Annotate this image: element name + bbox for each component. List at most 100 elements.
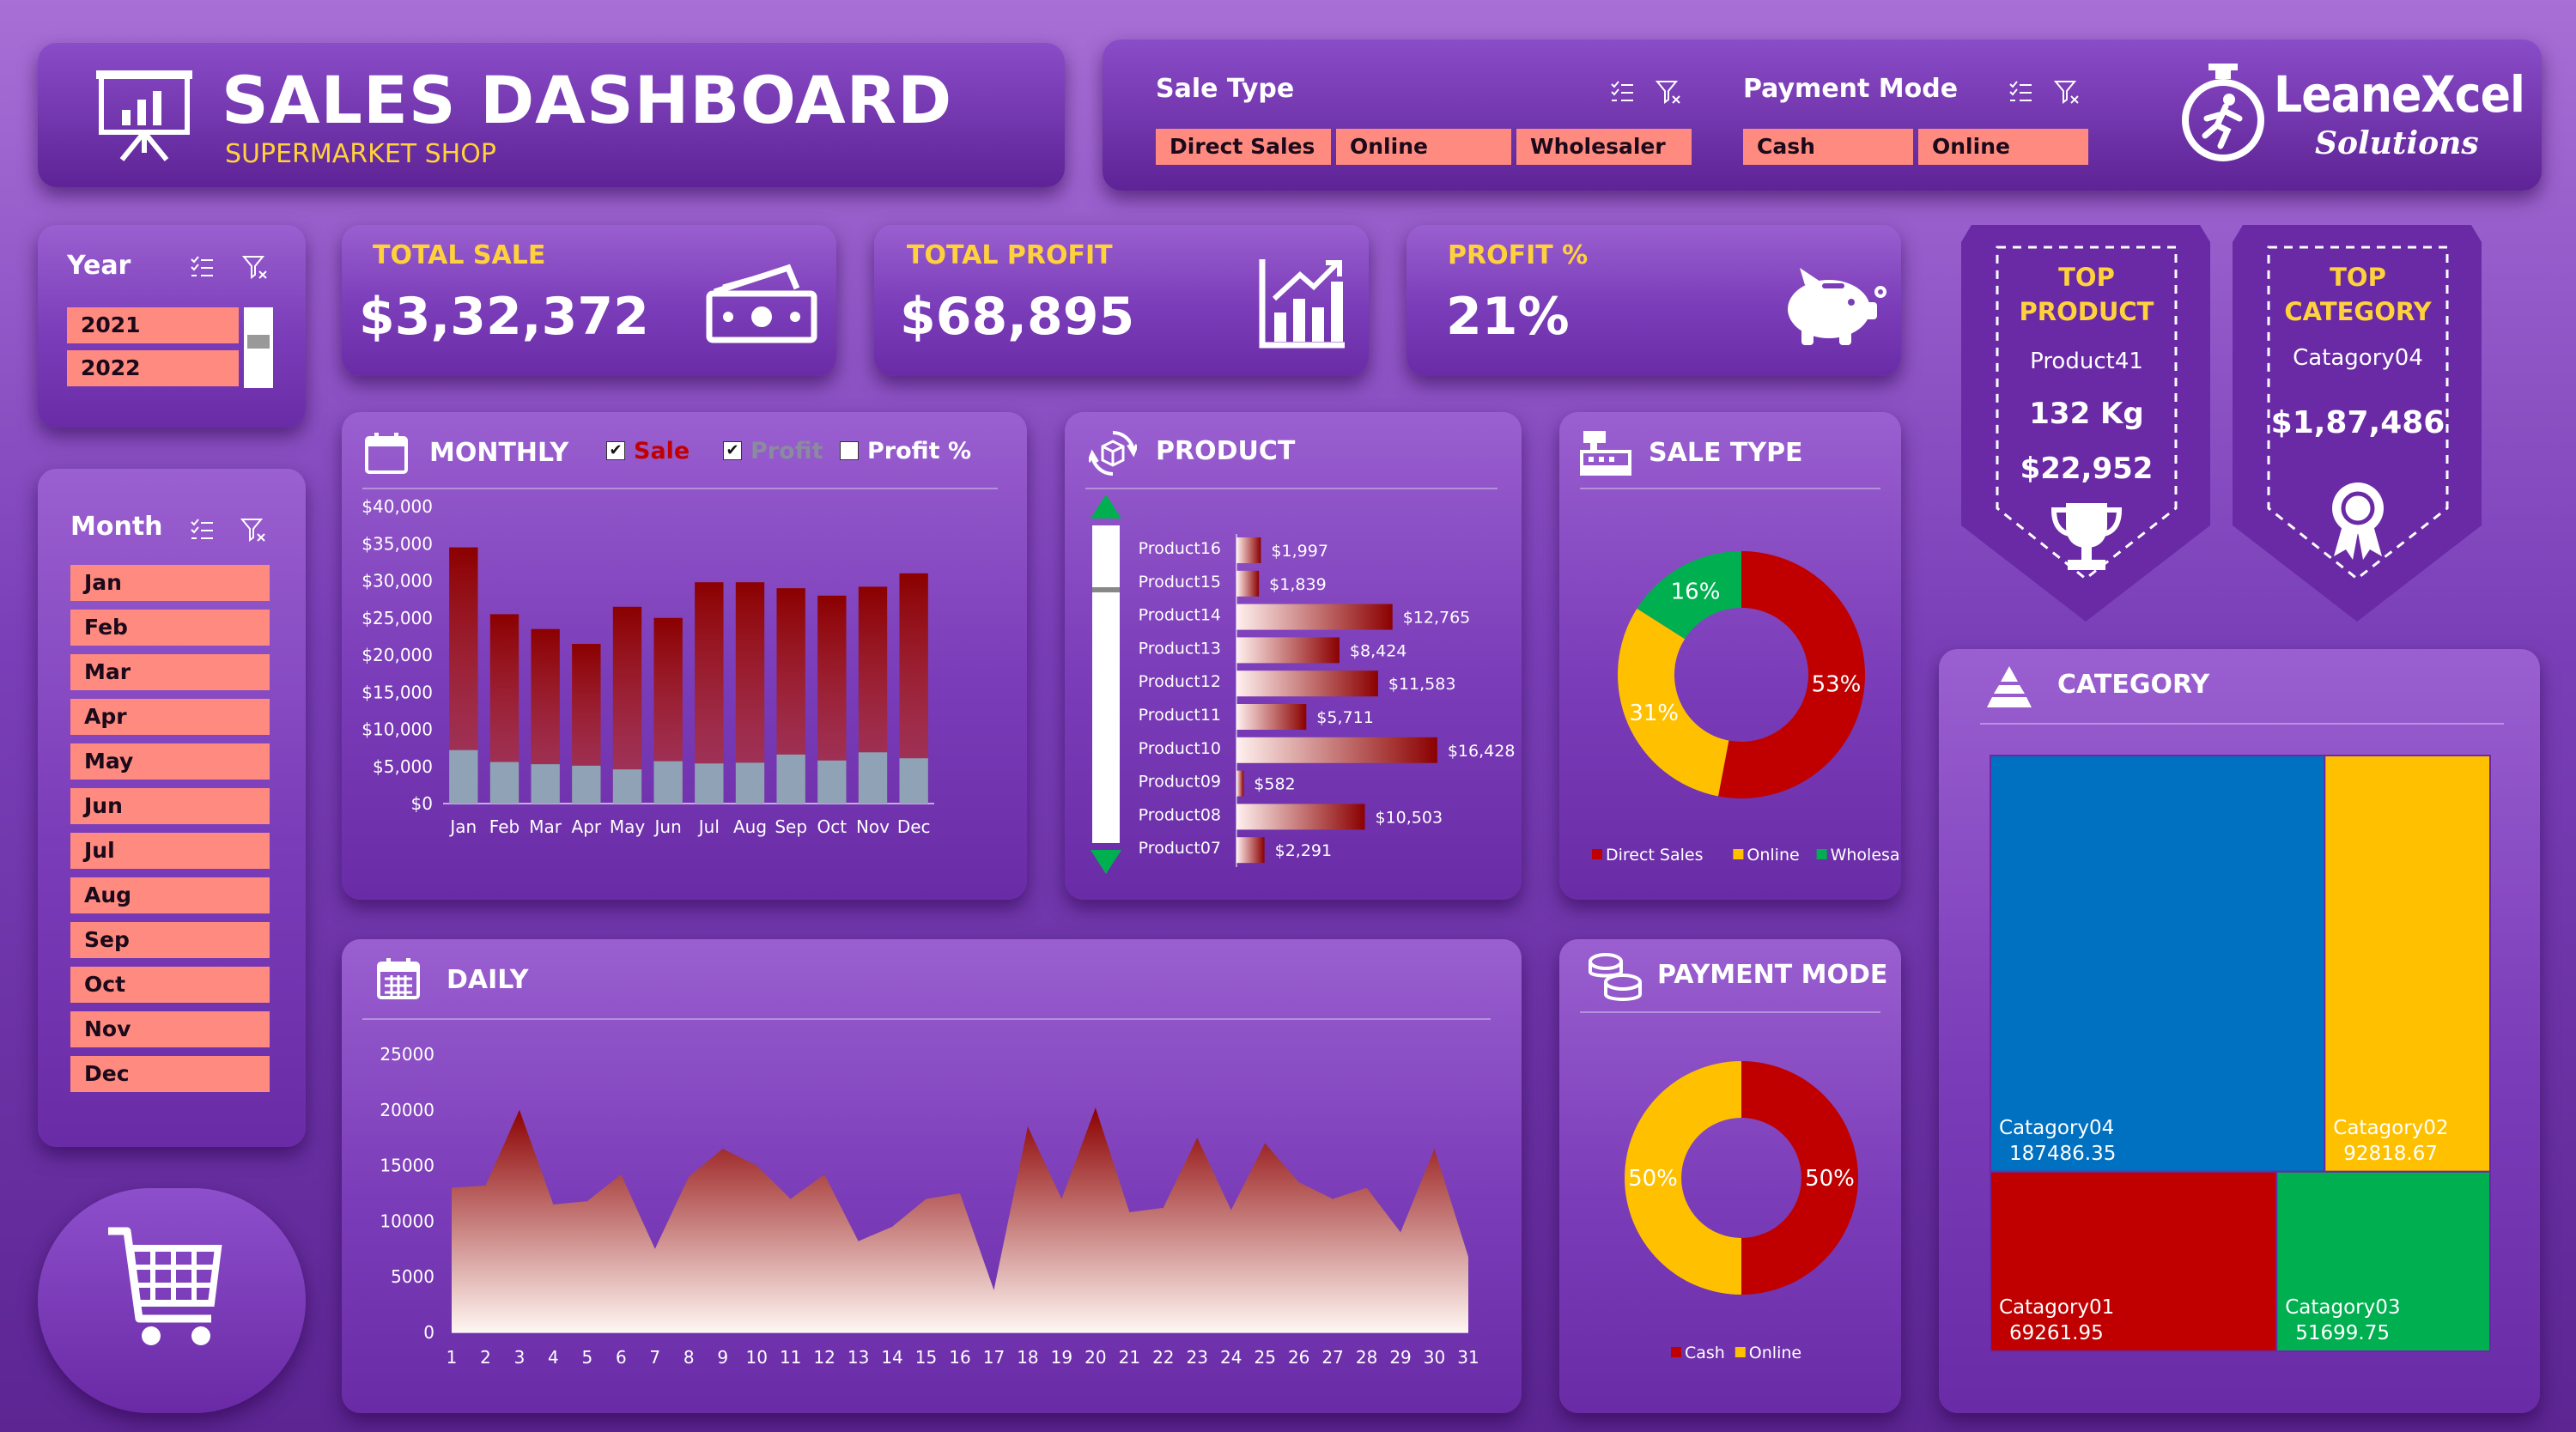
scroll-down-arrow[interactable]: [1091, 850, 1121, 874]
product-bar[interactable]: [1236, 537, 1261, 563]
daily-point[interactable]: [925, 1197, 928, 1200]
daily-point[interactable]: [551, 1203, 555, 1206]
daily-point[interactable]: [619, 1173, 623, 1176]
profit-bar[interactable]: [858, 752, 888, 804]
product-bar[interactable]: [1236, 770, 1244, 797]
month-jan[interactable]: Jan: [70, 565, 270, 601]
daily-point[interactable]: [1162, 1206, 1165, 1210]
daily-point[interactable]: [483, 1184, 487, 1187]
profit-bar[interactable]: [489, 762, 519, 804]
month-jul[interactable]: Jul: [70, 833, 270, 869]
treemap-tile[interactable]: [1990, 755, 2326, 1173]
clear-filter-icon[interactable]: [1656, 79, 1681, 105]
clear-filter-icon[interactable]: [242, 254, 268, 280]
product-bar[interactable]: [1236, 604, 1393, 630]
daily-point[interactable]: [1297, 1180, 1301, 1184]
year-2021[interactable]: 2021: [67, 307, 239, 343]
scrollbar-track[interactable]: [1092, 525, 1120, 843]
daily-point[interactable]: [518, 1108, 521, 1112]
month-jun[interactable]: Jun: [70, 788, 270, 824]
payment-mode-slice[interactable]: [1741, 1061, 1858, 1295]
checkbox-sale[interactable]: ✔: [606, 441, 625, 460]
product-bar[interactable]: [1236, 837, 1265, 864]
month-feb[interactable]: Feb: [70, 610, 270, 646]
daily-point[interactable]: [586, 1199, 589, 1203]
profit-bar[interactable]: [449, 749, 478, 804]
daily-point[interactable]: [653, 1247, 657, 1251]
profit-bar[interactable]: [817, 760, 847, 804]
product-bar[interactable]: [1236, 670, 1378, 697]
multi-select-icon[interactable]: [189, 517, 215, 543]
multi-select-icon[interactable]: [1609, 79, 1635, 105]
month-apr[interactable]: Apr: [70, 699, 270, 735]
checkbox-profit-[interactable]: [840, 441, 859, 460]
profit-bar[interactable]: [612, 769, 642, 804]
daily-point[interactable]: [789, 1197, 793, 1200]
daily-point[interactable]: [755, 1164, 758, 1168]
scrollbar-thumb[interactable]: [1092, 587, 1120, 592]
sale-type-online[interactable]: Online: [1336, 129, 1511, 165]
product-bar[interactable]: [1236, 570, 1260, 597]
daily-area[interactable]: [452, 1107, 1468, 1332]
scroll-up-arrow[interactable]: [1091, 495, 1121, 519]
daily-point[interactable]: [721, 1147, 725, 1150]
daily-point[interactable]: [823, 1173, 826, 1176]
product-bar[interactable]: [1236, 737, 1437, 763]
year-scrollbar-thumb[interactable]: [247, 335, 270, 349]
daily-point[interactable]: [857, 1240, 860, 1243]
daily-point[interactable]: [1263, 1142, 1267, 1145]
month-dec[interactable]: Dec: [70, 1056, 270, 1092]
year-2022[interactable]: 2022: [67, 350, 239, 386]
daily-point[interactable]: [1399, 1230, 1402, 1234]
daily-point[interactable]: [1060, 1197, 1063, 1200]
treemap-tile[interactable]: [1990, 1170, 2278, 1352]
daily-point[interactable]: [1467, 1255, 1470, 1259]
profit-bar[interactable]: [776, 754, 805, 804]
profit-bar[interactable]: [899, 758, 928, 804]
sale-type-wholesaler[interactable]: Wholesaler: [1516, 129, 1692, 165]
daily-point[interactable]: [1230, 1208, 1233, 1211]
multi-select-icon[interactable]: [2008, 79, 2033, 105]
daily-point[interactable]: [958, 1192, 962, 1195]
daily-point[interactable]: [1127, 1211, 1131, 1214]
profit-bar[interactable]: [695, 763, 724, 804]
daily-point[interactable]: [1433, 1147, 1437, 1150]
month-sep[interactable]: Sep: [70, 922, 270, 958]
daily-point[interactable]: [450, 1186, 453, 1190]
clear-filter-icon[interactable]: [2054, 79, 2080, 105]
month-mar[interactable]: Mar: [70, 654, 270, 690]
product-bar[interactable]: [1236, 637, 1340, 664]
month-may[interactable]: May: [70, 743, 270, 780]
daily-point[interactable]: [1331, 1197, 1334, 1200]
daily-point[interactable]: [1365, 1186, 1369, 1190]
month-nov[interactable]: Nov: [70, 1011, 270, 1047]
profit-bar[interactable]: [572, 765, 601, 804]
payment-mode-slice[interactable]: [1625, 1061, 1741, 1295]
profit-bar[interactable]: [531, 764, 560, 804]
checkbox-profit[interactable]: ✔: [723, 441, 742, 460]
daily-point[interactable]: [1195, 1136, 1199, 1139]
sale-type-slice[interactable]: [1637, 551, 1741, 640]
sale-type-slice[interactable]: [1718, 551, 1865, 798]
daily-point[interactable]: [890, 1225, 894, 1229]
product-bar[interactable]: [1236, 704, 1307, 730]
profit-bar[interactable]: [735, 762, 765, 804]
profit-bar[interactable]: [653, 761, 683, 804]
payment-mode-cash[interactable]: Cash: [1743, 129, 1913, 165]
clear-filter-icon[interactable]: [240, 517, 266, 543]
product-scrollbar[interactable]: [1089, 495, 1123, 876]
year-scrollbar[interactable]: [244, 307, 273, 388]
daily-point[interactable]: [1026, 1125, 1030, 1128]
month-aug[interactable]: Aug: [70, 877, 270, 913]
daily-point[interactable]: [992, 1289, 995, 1292]
daily-point[interactable]: [687, 1175, 690, 1179]
treemap-tile[interactable]: [2324, 755, 2491, 1173]
treemap-tile[interactable]: [2275, 1170, 2491, 1352]
month-oct[interactable]: Oct: [70, 967, 270, 1003]
daily-point[interactable]: [1094, 1106, 1097, 1109]
multi-select-icon[interactable]: [189, 254, 215, 280]
sale-type-direct-sales[interactable]: Direct Sales: [1156, 129, 1331, 165]
sale-type-slice[interactable]: [1618, 608, 1729, 797]
product-bar[interactable]: [1236, 804, 1365, 830]
payment-mode-online[interactable]: Online: [1918, 129, 2088, 165]
